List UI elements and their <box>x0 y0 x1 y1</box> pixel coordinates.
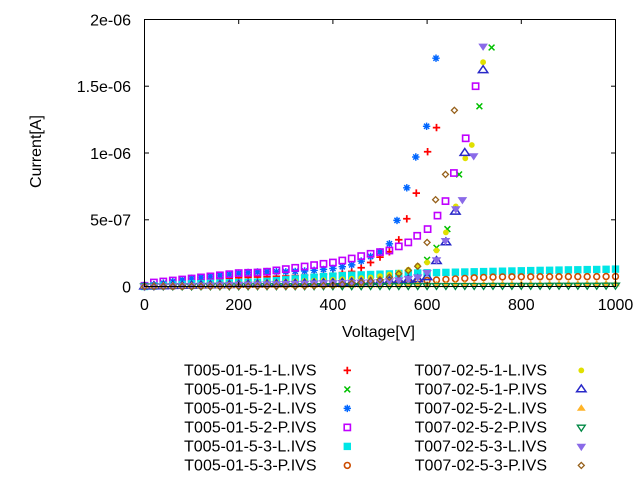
svg-text:T007-02-5-1-P.IVS: T007-02-5-1-P.IVS <box>415 382 547 399</box>
svg-text:T007-02-5-3-P.IVS: T007-02-5-3-P.IVS <box>415 458 547 475</box>
svg-text:T005-01-5-2-L.IVS: T005-01-5-2-L.IVS <box>184 401 317 418</box>
svg-text:800: 800 <box>508 297 535 314</box>
svg-text:T005-01-5-1-P.IVS: T005-01-5-1-P.IVS <box>184 382 316 399</box>
svg-text:600: 600 <box>414 297 441 314</box>
svg-text:2e-06: 2e-06 <box>90 12 131 29</box>
svg-text:1e-06: 1e-06 <box>90 146 131 163</box>
svg-text:T005-01-5-2-P.IVS: T005-01-5-2-P.IVS <box>184 420 316 437</box>
svg-text:T007-02-5-3-L.IVS: T007-02-5-3-L.IVS <box>414 439 547 456</box>
svg-text:200: 200 <box>225 297 252 314</box>
svg-text:T007-02-5-2-P.IVS: T007-02-5-2-P.IVS <box>415 420 547 437</box>
svg-text:Current[A]: Current[A] <box>28 115 45 188</box>
svg-text:T007-02-5-2-L.IVS: T007-02-5-2-L.IVS <box>414 401 547 418</box>
svg-text:T007-02-5-1-L.IVS: T007-02-5-1-L.IVS <box>414 363 547 380</box>
svg-text:0: 0 <box>140 297 149 314</box>
svg-text:5e-07: 5e-07 <box>90 213 131 230</box>
svg-text:T005-01-5-3-L.IVS: T005-01-5-3-L.IVS <box>184 439 317 456</box>
svg-text:Voltage[V]: Voltage[V] <box>342 324 415 341</box>
svg-text:1.5e-06: 1.5e-06 <box>77 79 131 96</box>
svg-text:400: 400 <box>320 297 347 314</box>
svg-text:T005-01-5-3-P.IVS: T005-01-5-3-P.IVS <box>184 458 316 475</box>
svg-text:T005-01-5-1-L.IVS: T005-01-5-1-L.IVS <box>184 363 317 380</box>
svg-text:0: 0 <box>122 279 131 296</box>
svg-text:1000: 1000 <box>598 297 634 314</box>
